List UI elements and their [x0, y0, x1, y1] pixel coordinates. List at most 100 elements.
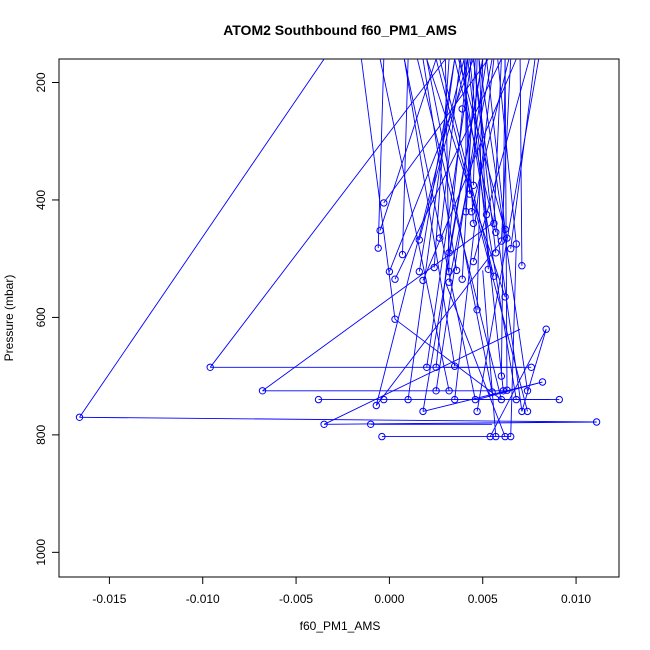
- y-tick-label-3: 800: [34, 425, 48, 445]
- data-point-26: [484, 265, 492, 273]
- series-points: [75, 105, 601, 441]
- series-line-8: [323, 328, 521, 425]
- series-line-62: [454, 58, 497, 233]
- data-point-63: [419, 407, 427, 416]
- data-point-50: [488, 388, 496, 396]
- series-line-69: [497, 58, 517, 245]
- x-axis: -0.015 -0.010 -0.005 0.000 0.005 0.010: [92, 577, 591, 606]
- series-line-26: [467, 58, 504, 391]
- data-point-15: [436, 234, 444, 242]
- series-line-58: [469, 58, 487, 215]
- data-point-44: [423, 363, 431, 371]
- x-tick-label-2: -0.005: [279, 592, 313, 606]
- data-point-25: [430, 263, 438, 272]
- data-point-73: [492, 432, 500, 441]
- data-point-47: [258, 387, 267, 395]
- data-point-65: [518, 407, 526, 416]
- data-point-52: [503, 386, 511, 394]
- series-line-18: [426, 58, 472, 368]
- data-point-21: [492, 249, 500, 257]
- data-point-11: [492, 228, 500, 237]
- data-point-70: [320, 420, 328, 428]
- series-line-19: [435, 58, 487, 391]
- data-point-20: [445, 249, 453, 257]
- series-line-7: [324, 421, 597, 425]
- data-point-1: [458, 105, 466, 113]
- data-point-16: [497, 237, 506, 245]
- data-point-32: [391, 275, 399, 283]
- data-point-61: [555, 395, 563, 404]
- series-line-32: [489, 328, 547, 437]
- series-line-20: [379, 58, 450, 391]
- y-axis: 200 400 600 800 1000: [34, 72, 59, 566]
- series-line-22: [403, 58, 476, 400]
- series-line-42: [418, 58, 469, 241]
- series-line-44: [433, 58, 450, 268]
- data-point-10: [501, 225, 509, 234]
- series-line-11: [375, 58, 465, 406]
- data-point-4: [380, 199, 388, 207]
- series-line-12: [375, 240, 502, 406]
- series-line-47: [444, 58, 450, 272]
- data-point-60: [512, 395, 520, 404]
- data-point-57: [451, 395, 459, 404]
- data-point-8: [469, 219, 478, 228]
- series-line-27: [504, 58, 508, 391]
- data-point-23: [469, 257, 478, 266]
- data-point-56: [404, 395, 412, 404]
- x-tick-label-0: -0.015: [92, 592, 126, 606]
- data-point-58: [471, 395, 479, 404]
- y-tick-label-4: 1000: [34, 539, 48, 566]
- series-line-1: [79, 416, 597, 423]
- series-line-49: [422, 58, 458, 271]
- data-point-41: [432, 363, 440, 371]
- series-line-3: [209, 58, 446, 368]
- series-line-43: [422, 58, 517, 281]
- x-tick-label-4: 0.005: [468, 592, 498, 606]
- data-point-35: [445, 278, 453, 286]
- data-point-22: [398, 250, 407, 259]
- data-point-9: [490, 219, 498, 228]
- data-point-48: [432, 387, 440, 395]
- series-line-71: [383, 58, 489, 204]
- data-point-64: [473, 407, 481, 416]
- series-line-13: [394, 318, 502, 400]
- data-point-2: [466, 190, 474, 198]
- series-line-78: [500, 58, 506, 377]
- y-tick-label-2: 600: [34, 307, 48, 327]
- data-point-46: [538, 378, 547, 386]
- series-line-76: [403, 58, 456, 367]
- series-line-68: [510, 58, 536, 249]
- data-point-72: [486, 432, 494, 441]
- data-point-5: [462, 208, 470, 216]
- data-point-53: [523, 387, 532, 395]
- data-point-40: [206, 363, 214, 371]
- series-line-65: [486, 58, 506, 230]
- data-point-45: [497, 372, 506, 380]
- series-lines: [79, 58, 597, 438]
- data-point-18: [374, 244, 382, 252]
- data-point-14: [415, 236, 423, 244]
- series-line-66: [426, 58, 506, 298]
- series-line-70: [519, 58, 523, 266]
- data-point-66: [523, 407, 532, 416]
- data-point-42: [451, 362, 459, 370]
- series-line-0: [79, 58, 325, 418]
- y-axis-label: Pressure (mbar): [2, 275, 16, 362]
- x-tick-label-1: -0.010: [186, 592, 220, 606]
- chart-title: ATOM2 Southbound f60_PM1_AMS: [223, 22, 457, 38]
- y-tick-label-1: 400: [34, 190, 48, 210]
- data-point-49: [445, 387, 453, 395]
- y-tick-label-0: 200: [34, 72, 48, 92]
- series-line-33: [482, 270, 497, 437]
- data-point-39: [542, 325, 550, 333]
- series-line-14: [360, 58, 396, 320]
- series-line-37: [377, 58, 385, 249]
- series-line-77: [435, 58, 469, 368]
- data-point-31: [490, 272, 498, 280]
- data-point-24: [518, 262, 526, 270]
- data-point-75: [507, 432, 515, 441]
- data-point-33: [458, 275, 466, 283]
- data-point-43: [527, 363, 535, 371]
